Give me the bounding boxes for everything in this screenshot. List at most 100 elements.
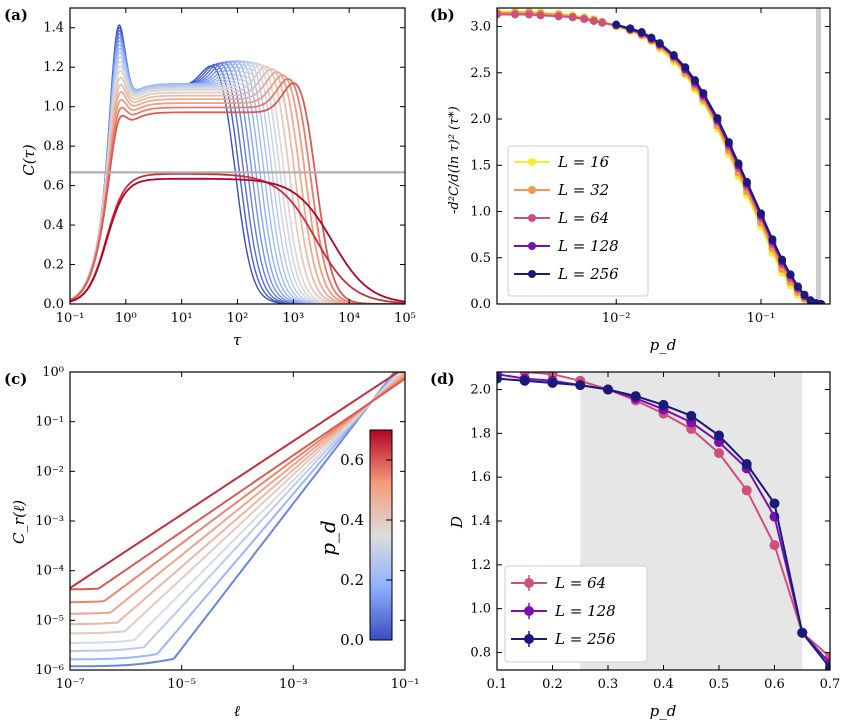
panel-d-point-2-2 <box>547 377 558 388</box>
xtick-label-a-1: 10⁰ <box>115 311 137 326</box>
colorbar: 0.0 0.2 0.4 0.6 p_d <box>316 429 393 649</box>
panel-a-series-6 <box>70 43 405 304</box>
xtick-label-a-3: 10² <box>227 311 249 326</box>
panel-d-point-2-10 <box>769 498 780 509</box>
panel-b: (b) 10⁻² 10⁻¹ 0.0 0.5 1.0 1.5 2.0 2.5 3.0 p_d -d… <box>430 6 831 354</box>
panel-b-point-4-21 <box>817 300 826 304</box>
panel-c-series-0 <box>70 372 405 668</box>
ytick-label-a-1: 0.2 <box>43 258 64 273</box>
xtick-label-a-4: 10³ <box>282 311 304 326</box>
panel-b-legend-marker-1 <box>528 186 536 194</box>
panel-a-series-19 <box>70 173 405 304</box>
panel-a-xlabel: τ <box>233 331 242 349</box>
panel-b-legend-label-3: L = 128 <box>557 237 619 255</box>
panel-b-legend-marker-4 <box>528 270 536 278</box>
panel-b-point-2-0 <box>497 10 501 19</box>
panel-d-point-2-6 <box>658 399 669 410</box>
panel-c: (c) 10⁻⁷ 10⁻⁵ 10⁻³ 10⁻¹ 10⁻⁶ 10⁻⁵ 10⁻⁴ 10⁻³ 10⁻²… <box>4 365 419 720</box>
panel-b-point-4-17 <box>793 282 802 291</box>
ytick-label-d-2: 1.2 <box>470 558 491 573</box>
panel-b-point-4-9 <box>713 114 722 123</box>
panel-b-point-4-13 <box>756 209 765 218</box>
xtick-label-c-3: 10⁻¹ <box>391 677 420 692</box>
xtick-label-c-0: 10⁻⁷ <box>56 677 85 692</box>
colorbar-tick-label-1: 0.2 <box>340 571 364 589</box>
panel-b-point-4-3 <box>647 33 656 42</box>
ytick-label-d-6: 2.0 <box>470 383 491 398</box>
xtick-label-c-2: 10⁻³ <box>279 677 308 692</box>
panel-c-xlabel: ℓ <box>234 702 240 720</box>
panel-b-ylabel: -d²C/d(ln τ)² (τ*) <box>447 106 462 214</box>
ytick-label-d-5: 1.8 <box>470 426 491 441</box>
panel-c-series-8 <box>70 378 405 591</box>
panel-b-legend-marker-3 <box>528 242 536 250</box>
panel-b-line-4 <box>615 23 822 304</box>
panel-c-series-1 <box>70 372 405 661</box>
ytick-label-b-2: 1.0 <box>470 205 491 220</box>
ytick-label-c-3: 10⁻³ <box>35 514 64 529</box>
ytick-label-d-0: 0.8 <box>470 645 491 660</box>
panel-b-point-4-16 <box>786 270 795 279</box>
panel-d-point-2-7 <box>686 410 697 421</box>
panel-b-point-4-11 <box>734 159 743 168</box>
ytick-label-b-3: 1.5 <box>470 158 491 173</box>
panel-c-ylabel: C_r(ℓ) <box>10 500 28 544</box>
panel-d-label: (d) <box>430 370 455 388</box>
panel-d-point-2-11 <box>797 627 808 638</box>
ytick-label-c-5: 10⁻¹ <box>35 415 64 430</box>
panel-d-point-2-0 <box>497 373 502 384</box>
xtick-label-b-1: 10⁻¹ <box>747 311 776 326</box>
panel-b-point-2-2 <box>525 10 534 19</box>
panel-d-point-0-9 <box>741 485 752 496</box>
panel-b-point-2-7 <box>589 16 598 25</box>
panel-d-legend-marker-1 <box>524 606 534 616</box>
colorbar-tick-label-2: 0.4 <box>340 511 364 529</box>
panel-b-point-2-1 <box>511 10 520 19</box>
panel-c-series-3 <box>70 372 405 644</box>
panel-d-xlabel: p_d <box>650 702 677 720</box>
panel-b-legend-label-0: L = 16 <box>557 153 610 171</box>
panel-b-point-4-12 <box>742 177 751 186</box>
panel-d-legend-label-0: L = 64 <box>554 574 606 592</box>
panel-c-series-5 <box>70 372 405 626</box>
ytick-label-a-3: 0.6 <box>43 179 64 194</box>
panel-b-point-2-6 <box>580 15 589 24</box>
panel-c-series-7 <box>70 376 405 604</box>
panel-b-point-4-2 <box>637 28 646 37</box>
ytick-label-d-3: 1.4 <box>470 514 491 529</box>
panel-a: (a) 10⁻¹ 10⁰ 10¹ 10² 10³ 10⁴ 10⁵ 0.0 0.2 0.4 0.6 0.… <box>4 6 416 349</box>
panel-b-point-2-3 <box>536 11 545 20</box>
panel-a-ylabel: C(τ) <box>20 144 38 176</box>
panel-b-legend <box>507 145 649 297</box>
xtick-label-d-6: 0.7 <box>820 677 841 692</box>
panel-a-series-11 <box>70 62 405 304</box>
ytick-label-c-6: 10⁰ <box>42 365 64 380</box>
xtick-label-b-0: 10⁻² <box>602 311 631 326</box>
panel-b-point-4-4 <box>655 39 664 48</box>
panel-b-shade <box>815 8 822 304</box>
ytick-label-b-1: 0.5 <box>470 251 491 266</box>
ytick-label-a-5: 1.0 <box>43 100 64 115</box>
panel-d-legend-label-1: L = 128 <box>554 602 616 620</box>
ytick-label-d-1: 1.0 <box>470 602 491 617</box>
ytick-label-a-7: 1.4 <box>43 21 64 36</box>
panel-b-point-4-10 <box>724 138 733 147</box>
panel-b-xlabel: p_d <box>650 336 677 354</box>
panel-b-point-2-5 <box>568 13 577 22</box>
ytick-label-c-2: 10⁻⁴ <box>35 564 64 579</box>
panel-d-point-2-4 <box>603 384 613 395</box>
panel-b-point-4-14 <box>768 235 777 244</box>
ytick-label-b-6: 3.0 <box>470 20 491 35</box>
colorbar-tick-label-3: 0.6 <box>340 451 364 469</box>
panel-d-legend-marker-2 <box>524 634 534 644</box>
panel-b-legend-marker-2 <box>528 214 536 222</box>
panel-b-point-4-5 <box>669 51 678 60</box>
panel-d-point-2-9 <box>741 459 752 470</box>
xtick-label-a-0: 10⁻¹ <box>56 311 85 326</box>
panel-a-series-9 <box>70 55 405 304</box>
panel-d-point-0-10 <box>769 540 780 551</box>
xtick-label-c-1: 10⁻⁵ <box>167 677 196 692</box>
panel-b-axes <box>496 7 831 305</box>
panel-b-point-4-15 <box>778 255 787 264</box>
